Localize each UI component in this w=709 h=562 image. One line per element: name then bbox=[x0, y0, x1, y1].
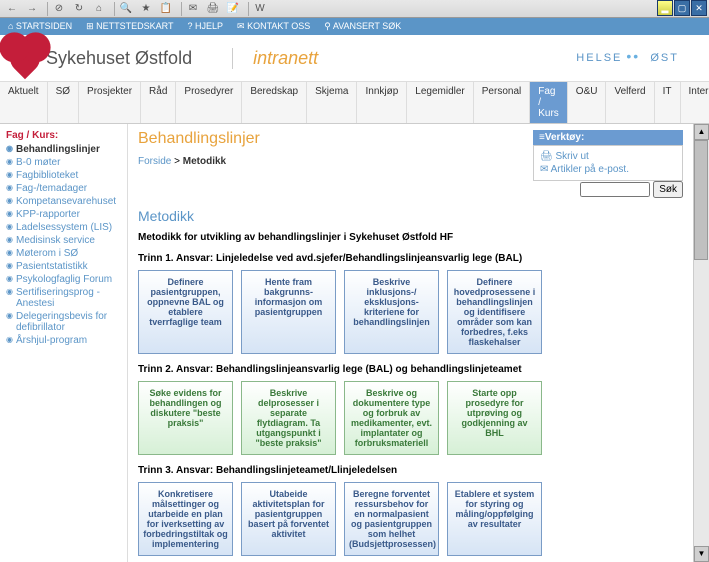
tab-rd[interactable]: Råd bbox=[141, 82, 176, 123]
sidebar-item[interactable]: ◉KPP-rapporter bbox=[0, 208, 127, 221]
sidebar-item[interactable]: ◉Kompetansevarehuset bbox=[0, 195, 127, 208]
helse-ost-logo: HELSEØST bbox=[576, 48, 699, 68]
process-box[interactable]: Definere pasientgruppen, oppnevne BAL og… bbox=[138, 270, 233, 354]
search-button[interactable]: Søk bbox=[653, 181, 683, 198]
search-icon[interactable]: 🔍 bbox=[118, 1, 134, 17]
scroll-thumb[interactable] bbox=[694, 140, 708, 260]
process-box[interactable]: Beregne forventet ressursbehov for en no… bbox=[344, 482, 439, 556]
intranett-label: intranett bbox=[232, 48, 576, 69]
nav-startsiden[interactable]: ⌂ STARTSIDEN bbox=[8, 21, 72, 32]
process-box[interactable]: Starte opp prosedyre for utprøving og go… bbox=[447, 381, 542, 455]
breadcrumb: Forside > Metodikk bbox=[138, 156, 533, 167]
minimize-icon[interactable]: ▂ bbox=[657, 0, 673, 16]
breadcrumb-current: Metodikk bbox=[183, 156, 226, 167]
sidebar-item[interactable]: ◉Ladelsessystem (LIS) bbox=[0, 221, 127, 234]
sidebar-item[interactable]: ◉B-0 møter bbox=[0, 156, 127, 169]
sidebar-item[interactable]: ◉Fag-/temadager bbox=[0, 182, 127, 195]
process-box[interactable]: Utabeide aktivitetsplan for pasientgrupp… bbox=[241, 482, 336, 556]
sidebar-item[interactable]: ◉Fagbiblioteket bbox=[0, 169, 127, 182]
favorites-icon[interactable]: ★ bbox=[138, 1, 154, 17]
site-header: Sykehuset Østfold intranett HELSEØST bbox=[0, 35, 709, 82]
sidebar-item[interactable]: ◉Medisinsk service bbox=[0, 234, 127, 247]
process-box[interactable]: Beskrive og dokumentere type og forbruk … bbox=[344, 381, 439, 455]
nav-nettstedskart[interactable]: ⊞ NETTSTEDSKART bbox=[86, 21, 173, 32]
tab-prosjekter[interactable]: Prosjekter bbox=[79, 82, 141, 123]
edit-icon[interactable]: 📝 bbox=[225, 1, 241, 17]
top-nav: ⌂ STARTSIDEN ⊞ NETTSTEDSKART ? HJELP ✉ K… bbox=[0, 18, 709, 35]
tab-velferd[interactable]: Velferd bbox=[606, 82, 654, 123]
mail-icon[interactable]: ✉ bbox=[185, 1, 201, 17]
process-box[interactable]: Definere hovedprosessene i behandlingsli… bbox=[447, 270, 542, 354]
sidebar-item[interactable]: ◉Behandlingslinjer bbox=[0, 143, 127, 156]
nav-avansert-sok[interactable]: ⚲ AVANSERT SØK bbox=[324, 21, 401, 32]
sidebar-item[interactable]: ◉Delegeringsbevis for defibrillator bbox=[0, 310, 127, 334]
sidebar-item[interactable]: ◉Sertifiseringsprog - Anestesi bbox=[0, 286, 127, 310]
browser-toolbar: ← → ⊘ ↻ ⌂ 🔍 ★ 📋 ✉ 🖨 📝 W ▂ ▢ ✕ bbox=[0, 0, 709, 18]
sidebar-header: Fag / Kurs: bbox=[0, 128, 127, 143]
nav-hjelp[interactable]: ? HJELP bbox=[188, 21, 224, 32]
forward-icon[interactable]: → bbox=[24, 1, 40, 17]
back-icon[interactable]: ← bbox=[4, 1, 20, 17]
process-box[interactable]: Etablere et system for styring og måling… bbox=[447, 482, 542, 556]
process-box[interactable]: Hente fram bakgrunns-informasjon om pasi… bbox=[241, 270, 336, 354]
tab-fagkurs[interactable]: Fag / Kurs bbox=[530, 82, 568, 123]
breadcrumb-root[interactable]: Forside bbox=[138, 156, 171, 167]
scroll-down-icon[interactable]: ▼ bbox=[694, 546, 709, 562]
site-title: Sykehuset Østfold bbox=[46, 48, 192, 69]
sidebar: Fag / Kurs: ◉Behandlingslinjer◉B-0 møter… bbox=[0, 124, 127, 562]
sidebar-item[interactable]: ◉Årshjul-program bbox=[0, 334, 127, 347]
tab-personal[interactable]: Personal bbox=[474, 82, 530, 123]
process-box[interactable]: Konkretisere målsettinger og utarbeide e… bbox=[138, 482, 233, 556]
step-title: Trinn 1. Ansvar: Linjeledelse ved avd.sj… bbox=[138, 253, 683, 264]
tab-skjema[interactable]: Skjema bbox=[307, 82, 357, 123]
process-box[interactable]: Beskrive delprosesser i separate flytdia… bbox=[241, 381, 336, 455]
tab-ou[interactable]: O&U bbox=[568, 82, 607, 123]
word-icon[interactable]: W bbox=[252, 1, 268, 17]
history-icon[interactable]: 📋 bbox=[158, 1, 174, 17]
step-title: Trinn 3. Ansvar: Behandlingslinjeteamet/… bbox=[138, 465, 683, 476]
sidebar-item[interactable]: ◉Psykologfaglig Forum bbox=[0, 273, 127, 286]
tab-prosedyrer[interactable]: Prosedyrer bbox=[176, 82, 242, 123]
tab-internett[interactable]: Internett bbox=[681, 82, 709, 123]
print-icon[interactable]: 🖨 bbox=[205, 1, 221, 17]
scroll-up-icon[interactable]: ▲ bbox=[694, 124, 709, 140]
tools-box: ≡Verktøy: 🖨 Skriv ut ✉ Artikler på e-pos… bbox=[533, 130, 683, 181]
sidebar-item[interactable]: ◉Pasientstatistikk bbox=[0, 260, 127, 273]
main-tabs: AktueltSØProsjekterRådProsedyrerBeredska… bbox=[0, 82, 709, 124]
section-title: Metodikk bbox=[138, 208, 683, 224]
tool-email[interactable]: ✉ Artikler på e-post. bbox=[540, 163, 676, 176]
tab-s[interactable]: SØ bbox=[48, 82, 79, 123]
sidebar-item[interactable]: ◉Møterom i SØ bbox=[0, 247, 127, 260]
maximize-icon[interactable]: ▢ bbox=[674, 0, 690, 16]
search-input[interactable] bbox=[580, 182, 650, 197]
tool-print[interactable]: 🖨 Skriv ut bbox=[540, 150, 676, 163]
home-icon[interactable]: ⌂ bbox=[91, 1, 107, 17]
tab-innkjp[interactable]: Innkjøp bbox=[357, 82, 407, 123]
intro-text: Metodikk for utvikling av behandlingslin… bbox=[138, 232, 683, 243]
process-box[interactable]: Søke evidens for behandlingen og diskute… bbox=[138, 381, 233, 455]
scrollbar[interactable]: ▲ ▼ bbox=[693, 124, 709, 562]
main-content: Behandlingslinjer Forside > Metodikk ≡Ve… bbox=[127, 124, 693, 562]
tab-beredskap[interactable]: Beredskap bbox=[242, 82, 307, 123]
nav-kontakt[interactable]: ✉ KONTAKT OSS bbox=[237, 21, 310, 32]
logo-icon bbox=[4, 37, 46, 79]
stop-icon[interactable]: ⊘ bbox=[51, 1, 67, 17]
tab-legemidler[interactable]: Legemidler bbox=[407, 82, 473, 123]
tools-header: ≡Verktøy: bbox=[533, 130, 683, 145]
process-box[interactable]: Beskrive inklusjons-/ eksklusjons-kriter… bbox=[344, 270, 439, 354]
tab-aktuelt[interactable]: Aktuelt bbox=[0, 82, 48, 123]
page-title: Behandlingslinjer bbox=[138, 130, 533, 148]
close-icon[interactable]: ✕ bbox=[691, 0, 707, 16]
step-title: Trinn 2. Ansvar: Behandlingslinjeansvarl… bbox=[138, 364, 683, 375]
tab-it[interactable]: IT bbox=[655, 82, 681, 123]
refresh-icon[interactable]: ↻ bbox=[71, 1, 87, 17]
